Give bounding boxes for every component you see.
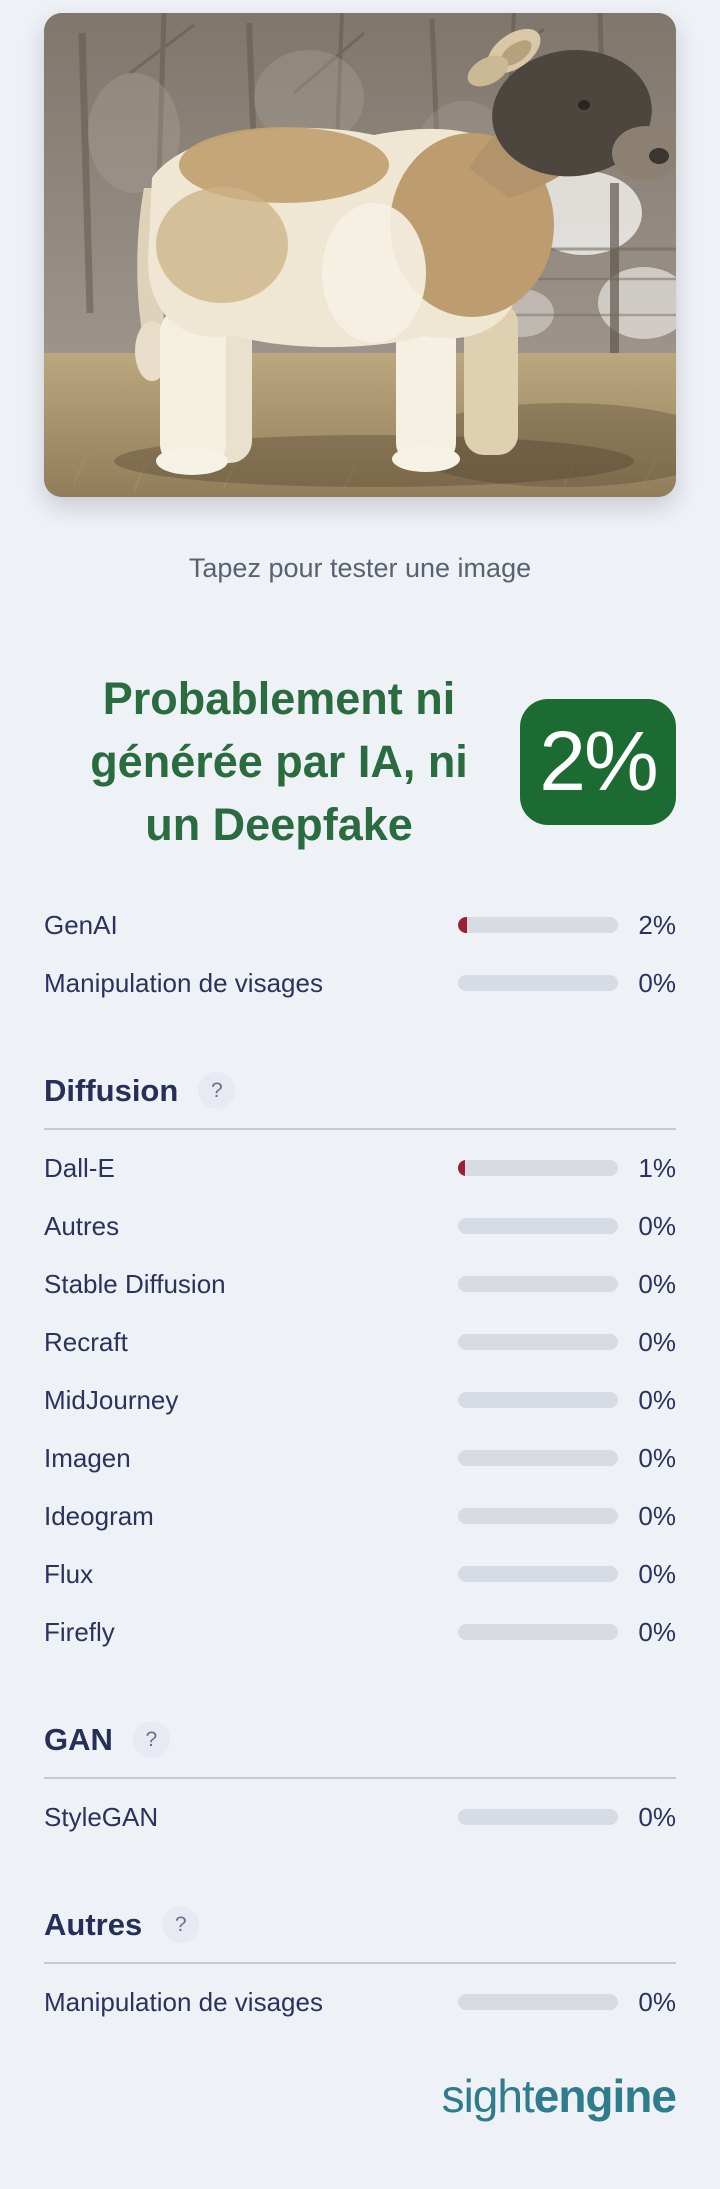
section-title: Autres xyxy=(44,1906,143,1942)
result-value: 0% xyxy=(638,1801,676,1832)
progress-bar xyxy=(458,1809,618,1825)
section-divider xyxy=(44,1128,676,1130)
result-value: 0% xyxy=(638,1326,676,1357)
row-imagen: Imagen 0% xyxy=(44,1429,676,1487)
row-stable-diffusion: Stable Diffusion 0% xyxy=(44,1255,676,1313)
result-value: 0% xyxy=(638,1986,676,2017)
row-recraft: Recraft 0% xyxy=(44,1313,676,1371)
progress-bar xyxy=(458,1160,618,1176)
section-header: Autres ? xyxy=(44,1906,676,1943)
steer xyxy=(135,28,676,475)
brand-logo[interactable]: sightengine xyxy=(44,2069,677,2123)
row-midjourney: MidJourney 0% xyxy=(44,1371,676,1429)
section-divider xyxy=(44,1962,676,1964)
progress-fill xyxy=(458,917,467,933)
result-label: GenAI xyxy=(44,909,118,940)
progress-bar xyxy=(458,1508,618,1524)
progress-bar xyxy=(458,1624,618,1640)
section-rows: Manipulation de visages 0% xyxy=(44,1973,676,2031)
result-value: 0% xyxy=(638,1384,676,1415)
result-value: 0% xyxy=(638,1558,676,1589)
progress-bar xyxy=(458,975,618,991)
brand-logo-light: sight xyxy=(441,2070,535,2122)
row-stylegan: StyleGAN 0% xyxy=(44,1788,676,1846)
verdict-title-line-1: Probablement ni xyxy=(102,673,456,724)
verdict-block: Probablement ni générée par IA, ni un De… xyxy=(44,667,676,856)
uploaded-image[interactable] xyxy=(44,13,676,497)
upload-caption: Tapez pour tester une image xyxy=(188,553,532,583)
section-title: GAN xyxy=(44,1721,113,1757)
sections-container: Diffusion ? Dall-E 1% Autres 0% Stable D… xyxy=(44,1072,676,2031)
brand-logo-bold: engine xyxy=(533,2070,677,2122)
help-icon[interactable]: ? xyxy=(132,1721,170,1758)
result-label: Stable Diffusion xyxy=(44,1268,226,1299)
result-value: 2% xyxy=(638,909,676,940)
row-ideogram: Ideogram 0% xyxy=(44,1487,676,1545)
result-label: Firefly xyxy=(44,1616,115,1647)
progress-bar xyxy=(458,917,618,933)
verdict-title: Probablement ni générée par IA, ni un De… xyxy=(44,667,520,856)
progress-bar xyxy=(458,1276,618,1292)
section-header: GAN ? xyxy=(44,1721,676,1758)
help-icon[interactable]: ? xyxy=(198,1072,236,1109)
result-label: Autres xyxy=(44,1210,120,1241)
row-autres: Autres 0% xyxy=(44,1197,676,1255)
result-value: 0% xyxy=(638,1210,676,1241)
section-diffusion: Diffusion ? Dall-E 1% Autres 0% Stable D… xyxy=(44,1072,676,1661)
result-label: Imagen xyxy=(44,1442,131,1473)
result-label: Recraft xyxy=(44,1326,128,1357)
result-label: MidJourney xyxy=(44,1384,179,1415)
result-value: 0% xyxy=(638,1500,676,1531)
result-label: Ideogram xyxy=(44,1500,154,1531)
progress-bar xyxy=(458,1994,618,2010)
row-genai: GenAI 2% xyxy=(44,896,676,954)
result-label: Flux xyxy=(44,1558,94,1589)
row-firefly: Firefly 0% xyxy=(44,1603,676,1661)
result-value: 0% xyxy=(638,1616,676,1647)
result-label: StyleGAN xyxy=(44,1801,159,1832)
show-steer-photo xyxy=(44,13,676,497)
row-manipulation-de-visages: Manipulation de visages 0% xyxy=(44,1973,676,2031)
result-value: 0% xyxy=(638,967,676,998)
section-title: Diffusion xyxy=(44,1072,179,1108)
result-label: Manipulation de visages xyxy=(44,967,323,998)
progress-bar xyxy=(458,1218,618,1234)
grass-texture xyxy=(73,452,657,492)
summary-rows: GenAI 2% Manipulation de visages 0% xyxy=(44,896,676,1012)
progress-bar xyxy=(458,1566,618,1582)
section-divider xyxy=(44,1777,676,1779)
row-dall-e: Dall-E 1% xyxy=(44,1139,676,1197)
result-label: Dall-E xyxy=(44,1152,115,1183)
result-value: 0% xyxy=(638,1442,676,1473)
progress-bar xyxy=(458,1392,618,1408)
result-label: Manipulation de visages xyxy=(44,1986,323,2017)
progress-fill xyxy=(458,1160,465,1176)
result-value: 1% xyxy=(638,1152,676,1183)
section-autres: Autres ? Manipulation de visages 0% xyxy=(44,1906,676,2031)
progress-bar xyxy=(458,1450,618,1466)
section-header: Diffusion ? xyxy=(44,1072,676,1109)
score-badge: 2% xyxy=(520,698,676,825)
section-rows: StyleGAN 0% xyxy=(44,1788,676,1846)
verdict-title-line-3: un Deepfake xyxy=(145,799,413,850)
verdict-title-line-2: générée par IA, ni xyxy=(90,736,468,787)
progress-bar xyxy=(458,1334,618,1350)
help-icon[interactable]: ? xyxy=(162,1906,200,1943)
result-value: 0% xyxy=(638,1268,676,1299)
row-manipulation-de-visages: Manipulation de visages 0% xyxy=(44,954,676,1012)
row-flux: Flux 0% xyxy=(44,1545,676,1603)
section-rows: Dall-E 1% Autres 0% Stable Diffusion 0% … xyxy=(44,1139,676,1661)
section-gan: GAN ? StyleGAN 0% xyxy=(44,1721,676,1846)
